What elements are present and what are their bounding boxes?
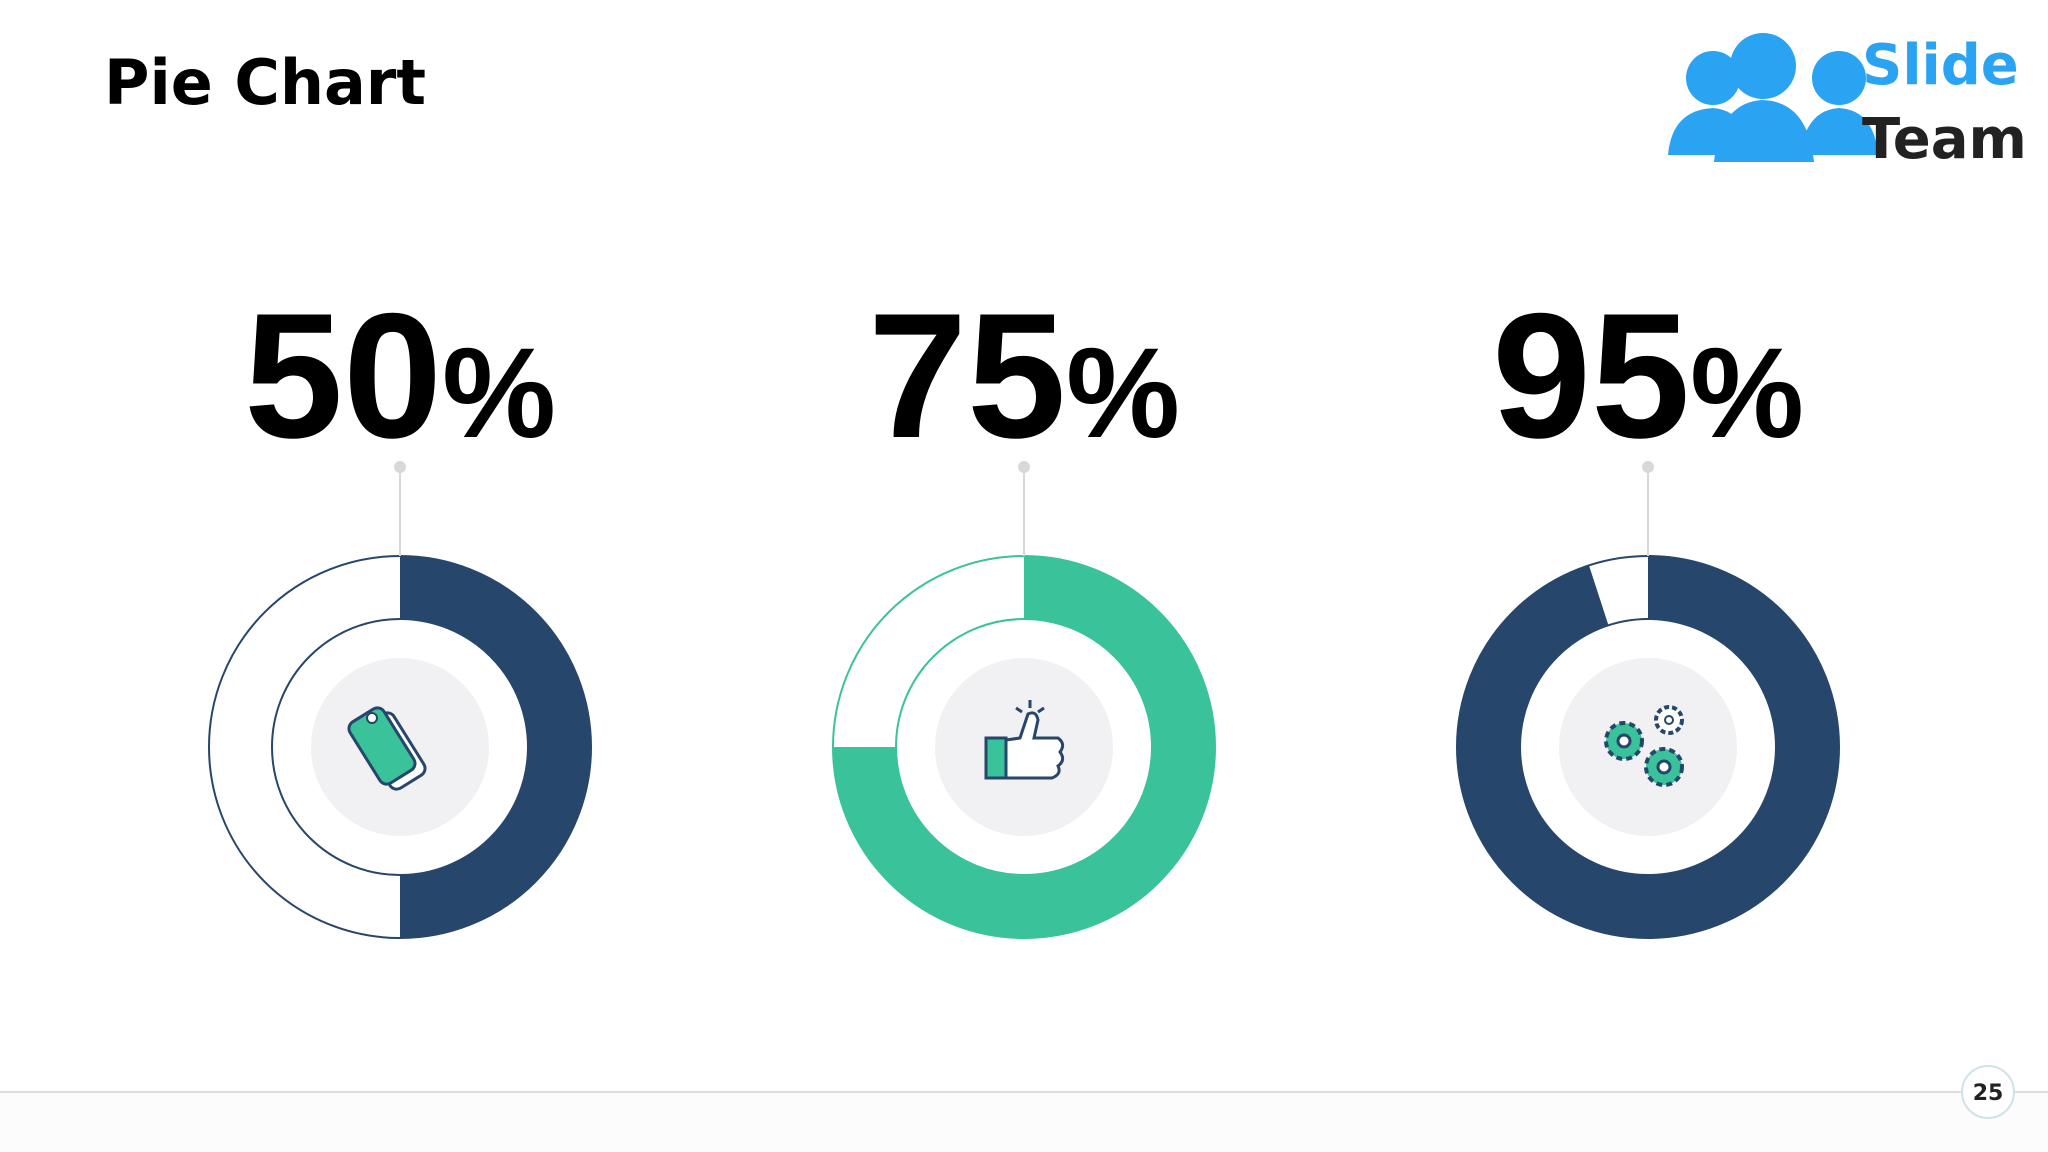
value-label: 50% xyxy=(244,276,556,475)
icon-tag xyxy=(347,706,427,791)
logo-text: Team xyxy=(1862,107,2027,172)
connector-dot xyxy=(1642,461,1654,473)
value-label: 75% xyxy=(868,276,1180,475)
icon-backdrop xyxy=(1559,658,1737,836)
logo-body xyxy=(1714,100,1814,162)
connector-dot xyxy=(1018,461,1030,473)
logo-person xyxy=(1730,33,1796,99)
logo-person xyxy=(1812,51,1866,105)
page-number: 25 xyxy=(1973,1081,2004,1106)
page-number-circle xyxy=(1961,1065,2015,1119)
icon-gears xyxy=(1604,705,1684,787)
logo: Slide Team xyxy=(1668,33,2027,172)
logo-text: Slide xyxy=(1862,33,2019,98)
logo-person xyxy=(1686,51,1740,105)
donut-segment xyxy=(833,556,1215,938)
donut-segment xyxy=(1457,556,1839,939)
logo-body xyxy=(1800,108,1878,155)
slide-title: Pie Chart xyxy=(104,46,426,119)
donut-segment xyxy=(400,556,591,938)
footer-band xyxy=(0,1092,2048,1152)
value-label: 95% xyxy=(1492,276,1804,475)
connector-dot xyxy=(394,461,406,473)
charts: 50% 75% 95% xyxy=(208,276,1840,939)
icon-thumb xyxy=(984,700,1065,780)
